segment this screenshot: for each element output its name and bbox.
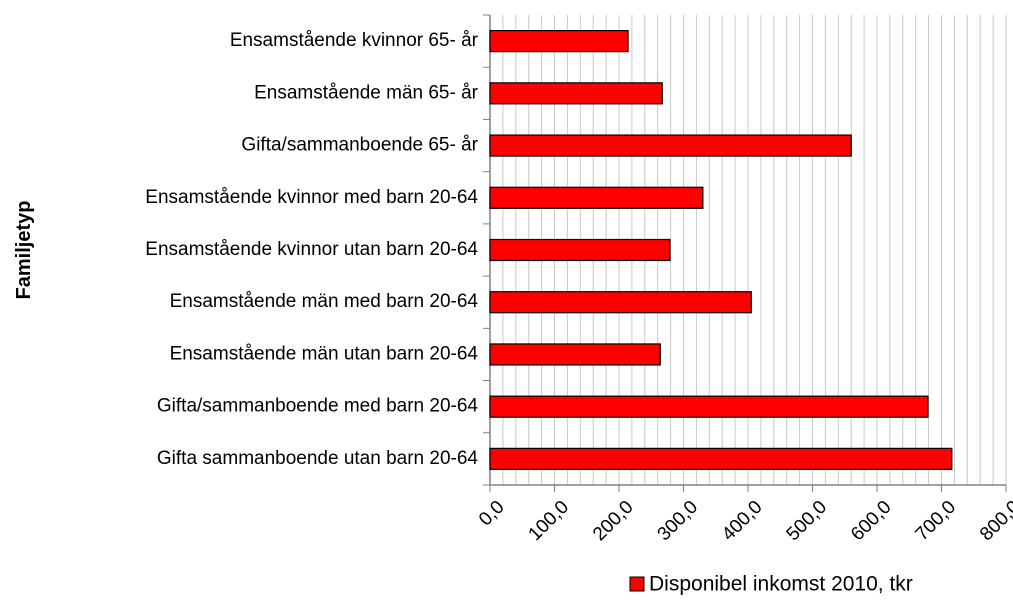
bar xyxy=(489,30,629,53)
y-tick-label: Ensamstående kvinnor 65- år xyxy=(230,30,479,51)
bar xyxy=(489,82,663,105)
y-tick-label: Ensamstående män utan barn 20-64 xyxy=(170,343,479,364)
x-tick-label: 300,0 xyxy=(654,497,702,545)
bar xyxy=(489,447,953,470)
x-tick-label: 600,0 xyxy=(847,497,895,545)
y-tick-label: Ensamstående kvinnor med barn 20-64 xyxy=(145,187,478,208)
y-tick-label: Gifta sammanboende utan barn 20-64 xyxy=(157,448,479,469)
y-tick-label: Gifta/sammanboende med barn 20-64 xyxy=(157,396,479,417)
y-tick-label: Gifta/sammanboende 65- år xyxy=(241,135,478,156)
legend-label: Disponibel inkomst 2010, tkr xyxy=(649,573,913,596)
bar xyxy=(489,134,852,157)
x-tick-label: 100,0 xyxy=(525,497,573,545)
y-tick-label: Ensamstående kvinnor utan barn 20-64 xyxy=(145,239,478,260)
bar xyxy=(489,186,704,209)
bar xyxy=(489,238,671,262)
x-tick-label: 400,0 xyxy=(718,497,766,545)
y-axis-title: Familjetyp xyxy=(13,201,35,300)
x-tick-label: 800,0 xyxy=(976,497,1013,545)
x-tick-label: 700,0 xyxy=(912,497,960,545)
y-tick-label: Ensamstående män 65- år xyxy=(254,82,479,103)
legend-swatch xyxy=(629,576,645,592)
y-tick-label: Ensamstående män med barn 20-64 xyxy=(170,291,479,312)
x-tick-label: 500,0 xyxy=(783,497,831,545)
bar xyxy=(489,343,661,366)
x-tick-label: 0,0 xyxy=(475,497,509,531)
bar xyxy=(489,291,752,314)
x-tick-label: 200,0 xyxy=(589,497,637,545)
bar xyxy=(489,395,929,418)
